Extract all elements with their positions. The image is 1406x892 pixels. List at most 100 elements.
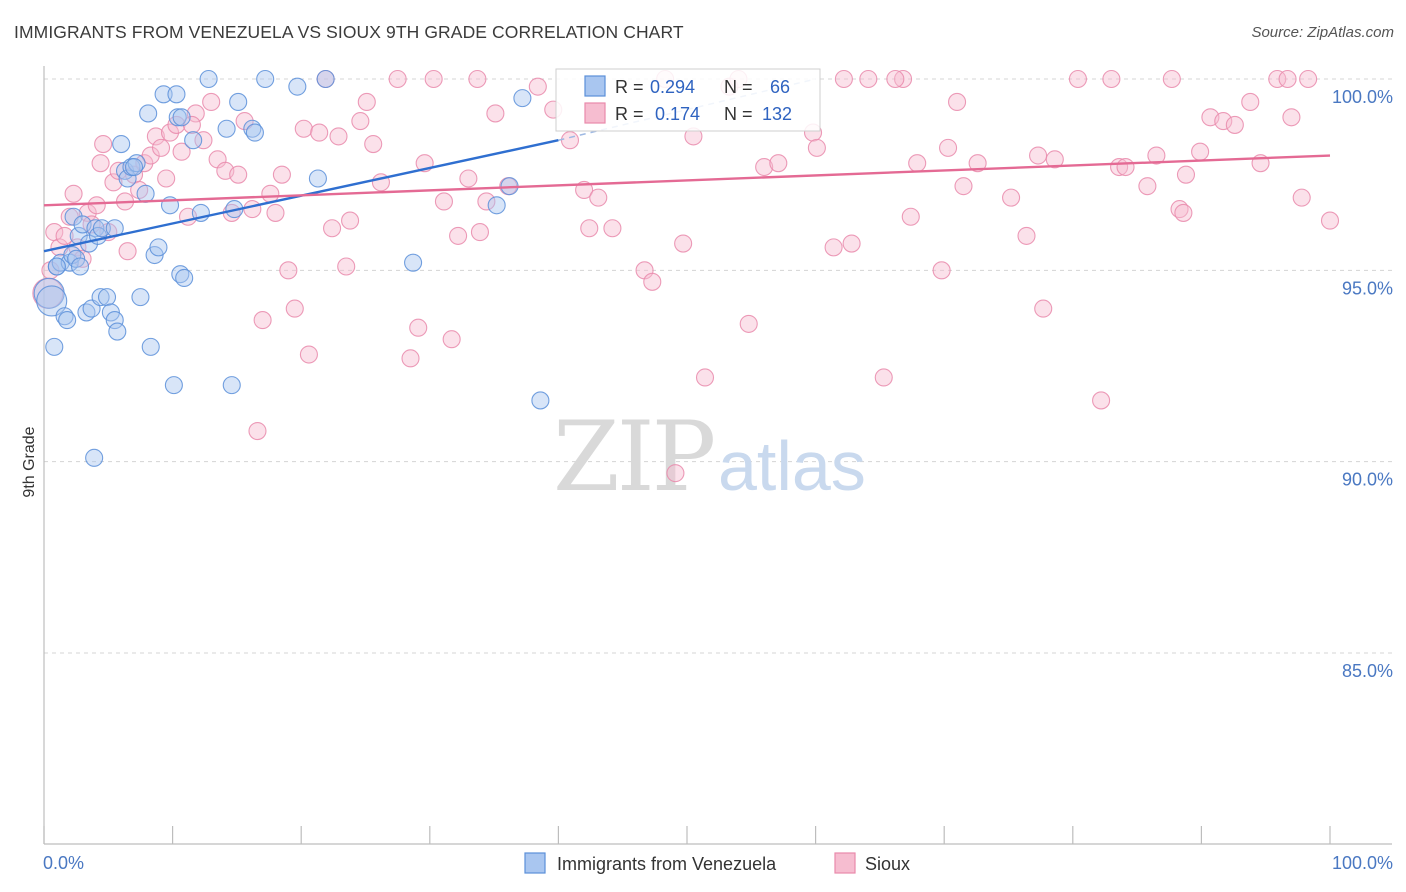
sioux-point: [1034, 299, 1053, 318]
y-tick-label: 90.0%: [1342, 470, 1393, 490]
legend-blue-n-value: 66: [770, 77, 790, 97]
sioux-point: [248, 422, 267, 441]
sioux-point: [64, 184, 83, 203]
sioux-point: [357, 92, 376, 112]
sioux-point: [449, 226, 468, 245]
venezuela-point: [288, 77, 307, 96]
sioux-point: [932, 261, 951, 280]
sioux-point: [1002, 188, 1021, 207]
sioux-point: [261, 184, 280, 203]
legend-swatch-pink: [584, 102, 606, 124]
venezuela-point: [308, 169, 327, 188]
sioux-point: [141, 146, 160, 165]
sioux-point: [1068, 69, 1087, 89]
sioux-point: [341, 211, 360, 230]
axes: [43, 66, 1392, 845]
sioux-point: [182, 115, 201, 134]
sioux-point: [160, 123, 180, 142]
legend-pink-n-label: N =: [724, 104, 753, 124]
y-axis-title: 9th Grade: [21, 426, 38, 497]
sioux-point: [948, 92, 967, 112]
source-label: Source: ZipAtlas.com: [1251, 24, 1394, 41]
y-tick-label: 95.0%: [1342, 278, 1393, 298]
sioux-point: [1147, 146, 1166, 165]
venezuela-point: [149, 238, 168, 257]
sioux-point: [1045, 150, 1064, 169]
sioux-point: [55, 226, 74, 245]
gridlines: [44, 78, 1392, 654]
sioux-point: [329, 127, 348, 146]
sioux-point: [477, 192, 496, 211]
sioux-point: [442, 330, 461, 349]
venezuela-point: [531, 391, 550, 410]
sioux-point: [87, 196, 106, 215]
sioux-point: [486, 104, 505, 123]
venezuela-point: [154, 85, 173, 104]
sioux-point: [968, 154, 987, 173]
sioux-point: [893, 69, 913, 89]
sioux-point: [1225, 115, 1244, 134]
venezuela-point: [91, 288, 110, 307]
legend-pink-r-label: R =: [615, 104, 644, 124]
sioux-points: [32, 69, 1340, 483]
venezuela-point: [136, 184, 155, 203]
sioux-point: [807, 138, 826, 157]
sioux-point: [603, 219, 622, 238]
series-legend: Immigrants from Venezuela Sioux: [524, 852, 910, 874]
venezuela-point: [172, 108, 191, 127]
sioux-point: [151, 138, 171, 157]
venezuela-point: [36, 285, 68, 317]
sioux-point: [1292, 188, 1311, 207]
sioux-point: [901, 207, 920, 226]
venezuela-point: [316, 69, 335, 89]
sioux-point: [1092, 391, 1111, 410]
sioux-point: [560, 131, 580, 150]
sioux-point: [337, 257, 356, 276]
watermark-atlas: atlas: [718, 427, 866, 505]
venezuela-point: [105, 311, 124, 330]
x-tick-label: 0.0%: [43, 853, 84, 873]
chart-title: IMMIGRANTS FROM VENEZUELA VS SIOUX 9TH G…: [14, 22, 684, 42]
venezuela-point: [47, 257, 66, 276]
venezuela-point: [118, 169, 137, 188]
sioux-point: [253, 311, 272, 330]
sioux-point: [1278, 69, 1297, 89]
sioux-point: [1162, 69, 1181, 89]
sioux-point: [954, 177, 973, 196]
sioux-point: [266, 203, 285, 222]
bottom-legend-blue-label: Immigrants from Venezuela: [557, 854, 777, 874]
venezuela-points: [33, 69, 550, 467]
sioux-point: [401, 349, 420, 368]
venezuela-point: [124, 157, 144, 177]
sioux-point: [842, 234, 861, 253]
sioux-point: [235, 112, 254, 131]
sioux-point: [874, 368, 893, 387]
sioux-point: [1138, 177, 1157, 196]
venezuela-point: [112, 135, 131, 154]
venezuela-point: [85, 448, 104, 467]
sioux-point: [299, 345, 318, 364]
sioux-point: [434, 192, 453, 211]
legend-blue-r-value: 0.294: [650, 77, 695, 97]
sioux-point: [285, 299, 304, 318]
sioux-point: [323, 219, 342, 238]
venezuela-point: [487, 196, 506, 215]
sioux-point: [859, 69, 878, 89]
sioux-point: [186, 104, 205, 123]
venezuela-point: [141, 337, 160, 356]
venezuela-point: [167, 85, 186, 104]
sioux-trend-line: [43, 154, 1331, 207]
venezuela-point: [199, 69, 218, 89]
venezuela-point: [70, 257, 90, 276]
sioux-point: [1241, 92, 1260, 112]
sioux-point: [643, 272, 662, 291]
sioux-point: [194, 131, 213, 150]
y-tick-label: 85.0%: [1342, 661, 1393, 681]
sioux-point: [755, 157, 774, 177]
venezuela-point: [131, 288, 150, 307]
sioux-point: [1191, 142, 1210, 161]
venezuela-point: [256, 69, 275, 89]
sioux-point: [1282, 108, 1301, 127]
sioux-point: [1214, 112, 1233, 131]
sioux-point: [528, 77, 547, 96]
